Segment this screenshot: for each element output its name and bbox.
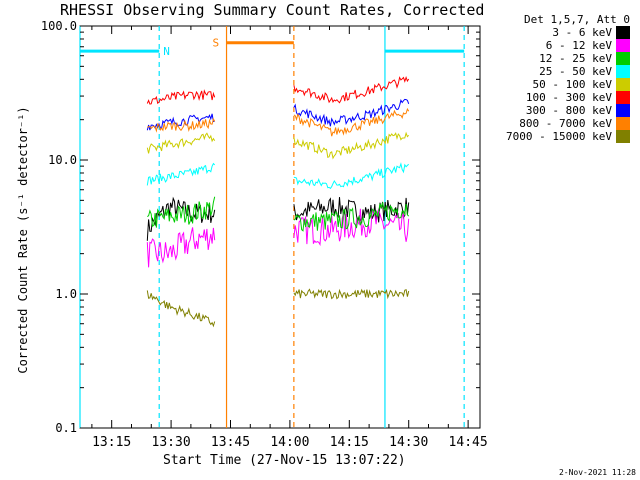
series-line [146, 132, 216, 154]
x-tick-label: 13:30 [152, 435, 191, 450]
legend-item: 7000 - 15000 keV [480, 130, 630, 143]
annotation-bands: NS [79, 26, 465, 428]
axes [79, 25, 481, 429]
y-tick-label: 10.0 [48, 153, 77, 167]
legend-item: 100 - 300 keV [480, 91, 630, 104]
series-line [147, 117, 216, 133]
series-line [146, 227, 216, 268]
series-line [146, 162, 216, 186]
chart-title: RHESSI Observing Summary Count Rates, Co… [60, 1, 485, 19]
tick-group: 0.1 1.0 10.0 100.0 13:15 13:30 13:45 14:00 14:15… [41, 19, 488, 450]
y-tick-label: 100.0 [41, 19, 77, 33]
legend-item: 6 - 12 keV [480, 39, 630, 52]
legend: Det 1,5,7, Att 0 3 - 6 keV 6 - 12 keV 12 -… [480, 13, 630, 143]
series-line [293, 201, 410, 232]
x-tick-label: 14:30 [389, 435, 428, 450]
legend-item: 300 - 800 keV [480, 104, 630, 117]
legend-item: 50 - 100 keV [480, 78, 630, 91]
series-group [146, 76, 410, 328]
x-tick-label: 13:15 [92, 435, 131, 450]
series-line [146, 290, 216, 328]
timestamp: 2-Nov-2021 11:28 [558, 468, 636, 477]
x-axis-label: Start Time (27-Nov-15 13:07:22) [163, 453, 406, 468]
band-label: S [213, 37, 220, 50]
y-tick-label: 1.0 [55, 287, 77, 301]
band-label: N [163, 45, 170, 58]
y-tick-label: 0.1 [55, 421, 77, 435]
series-line [293, 207, 410, 247]
legend-item: 12 - 25 keV [480, 52, 630, 65]
legend-title: Det 1,5,7, Att 0 [524, 13, 630, 26]
x-tick-label: 14:45 [449, 435, 488, 450]
series-line [293, 76, 410, 104]
x-tick-label: 14:00 [270, 435, 309, 450]
series-line [293, 131, 410, 160]
plot-frame [79, 25, 481, 429]
series-line [293, 288, 410, 300]
x-tick-label: 14:15 [330, 435, 369, 450]
legend-item: 3 - 6 keV [480, 26, 630, 39]
legend-item: 800 - 7000 keV [480, 117, 630, 130]
series-line [147, 196, 216, 228]
series-line [293, 98, 410, 127]
x-tick-label: 13:45 [211, 435, 250, 450]
legend-item: 25 - 50 keV [480, 65, 630, 78]
series-line [146, 89, 216, 105]
series-line [293, 197, 410, 224]
series-line [293, 107, 410, 137]
series-line [293, 162, 410, 190]
